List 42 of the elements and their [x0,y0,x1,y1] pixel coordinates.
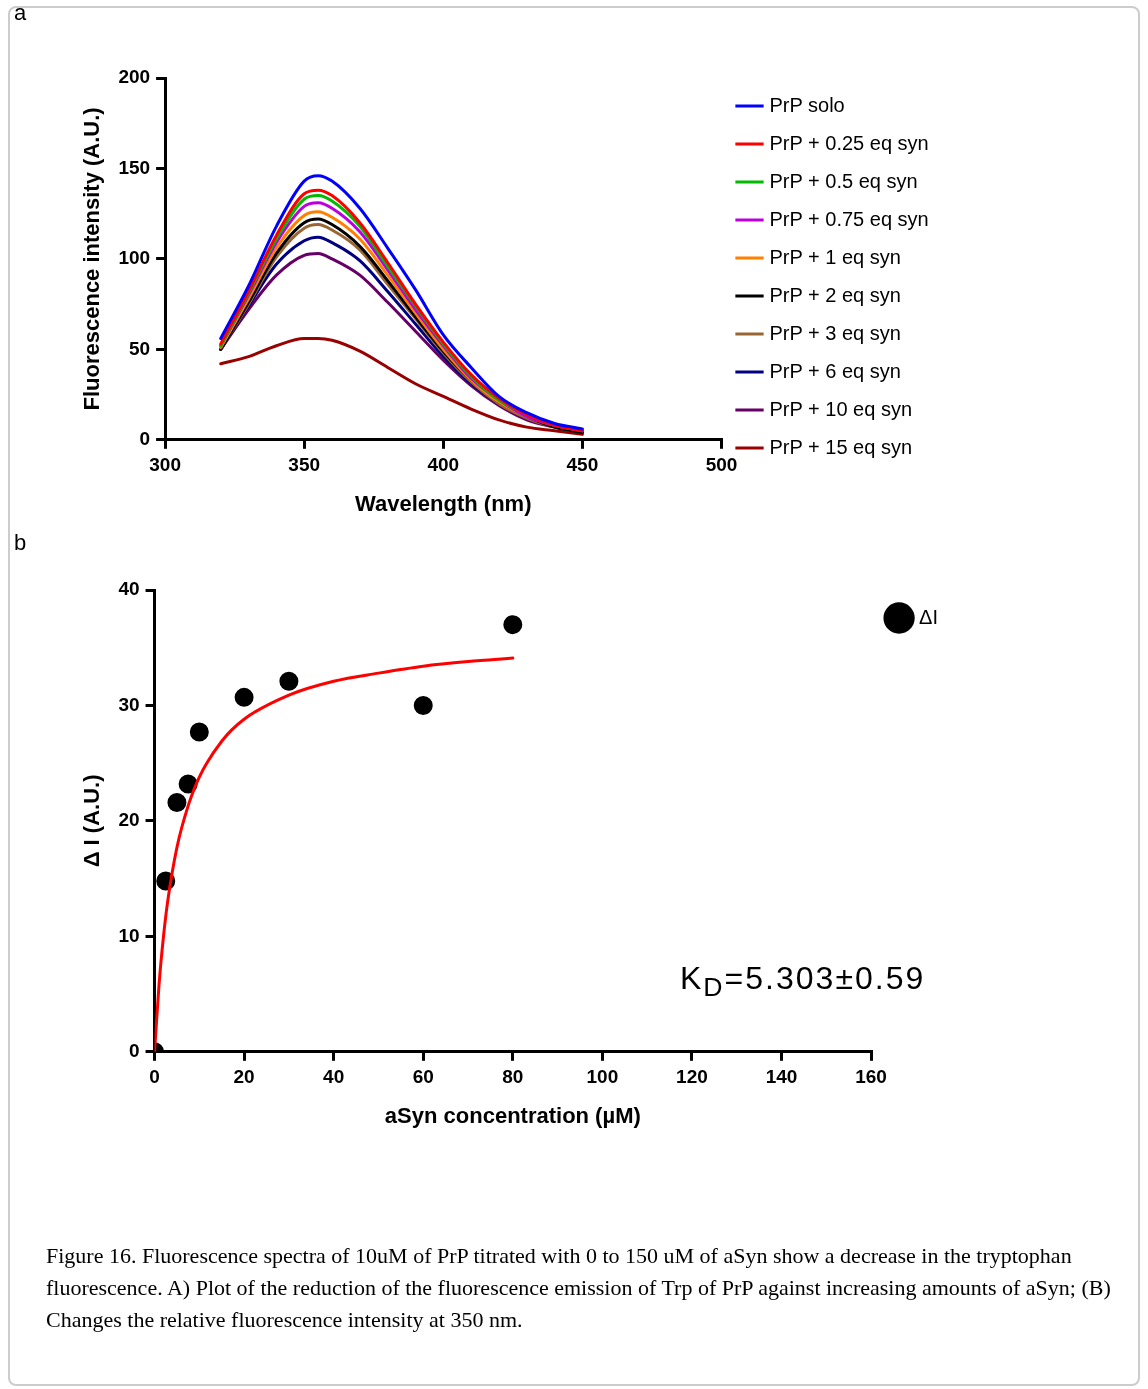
caption: Figure 16. Fluorescence spectra of 10uM of PrP titrated with 0 to 150 uM of aSyn show a decrease in the tryptophan fluorescence. A) Plot of the reduction of the fluorescence emission of Trp of PrP against increasing amounts of aSyn; (B) Changes the relative fluorescence intensity at 350 nm. [46,1242,1112,1334]
text: b [14,530,27,556]
x-tick-label: 120 [676,1066,708,1088]
legend-label: PrP + 10 eq syn [769,397,912,420]
legend-label: PrP + 15 eq syn [769,435,912,458]
y-tick-label: 100 [118,247,151,269]
x-tick-label: 60 [412,1066,434,1088]
x-tick-label: 450 [566,454,599,476]
text: a [14,0,27,26]
legend-label: PrP + 0.25 eq syn [769,131,929,154]
y-tick-label: 20 [118,809,140,831]
x-axis-title: aSyn concentration (µM) [384,1102,641,1128]
legend-label: ΔI [919,605,939,628]
x-tick-label: 300 [149,454,181,476]
y-axis-title: Fluorescence intensity (A.U.) [79,107,105,411]
x-tick-label: 80 [502,1066,524,1088]
y-tick-label: 0 [139,428,151,450]
x-tick-label: 100 [586,1066,619,1088]
x-tick-label: 40 [323,1066,345,1088]
legend-label: PrP + 0.75 eq syn [769,207,929,230]
y-axis-title: Δ I (A.U.) [79,774,105,868]
y-tick-label: 50 [128,337,151,359]
y-tick-label: 30 [118,693,140,715]
y-tick-label: 0 [128,1040,140,1062]
y-tick-label: 10 [118,924,140,946]
legend-label: PrP + 2 eq syn [769,283,901,306]
x-tick-label: 140 [765,1066,798,1088]
legend-label: PrP + 0.5 eq syn [769,169,918,192]
y-tick-label: 150 [118,156,151,178]
annotation: K$_{D}$=5.303±0.59 [680,960,926,1004]
x-tick-label: 160 [855,1066,887,1088]
y-tick-label: 40 [118,578,140,600]
x-tick-label: 20 [233,1066,255,1088]
legend-label: PrP + 6 eq syn [769,359,901,382]
x-tick-label: 400 [427,454,460,476]
x-axis-title: Wavelength (nm) [355,490,532,516]
legend-label: PrP solo [769,93,845,116]
legend-label: PrP + 3 eq syn [769,321,901,344]
x-tick-label: 350 [288,454,321,476]
x-tick-label: 500 [705,454,738,476]
y-tick-label: 200 [118,66,151,88]
legend-label: PrP + 1 eq syn [769,245,901,268]
